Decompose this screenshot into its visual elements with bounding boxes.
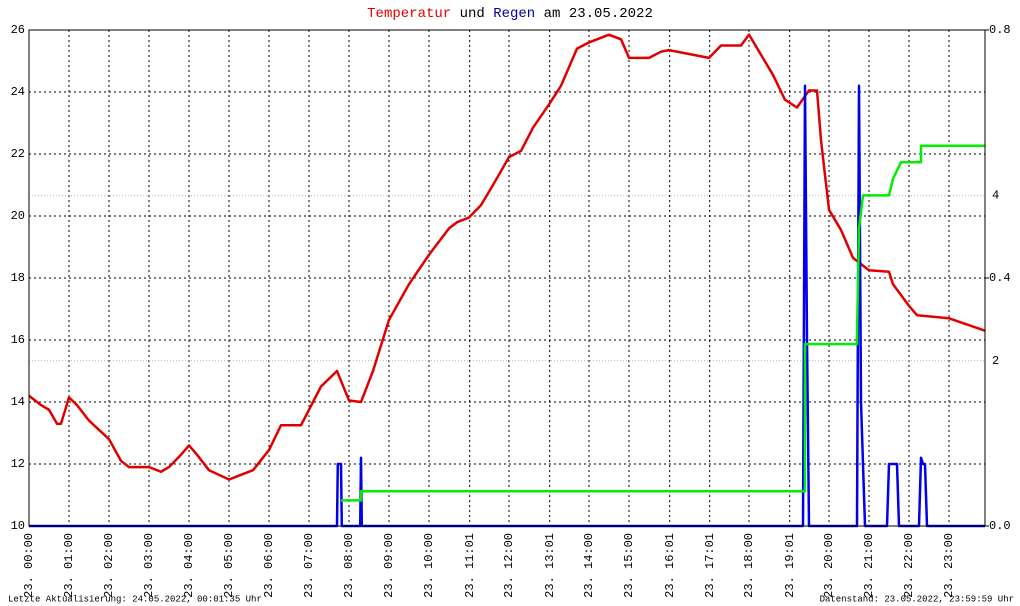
x-tick-label: 23. 08:00 — [342, 533, 356, 598]
x-tick-label: 23. 19:01 — [783, 533, 797, 598]
x-tick-label: 23. 11:01 — [463, 533, 477, 598]
x-tick-label: 23. 20:00 — [822, 533, 836, 598]
x-tick-label: 23. 22:00 — [902, 533, 916, 598]
y2-tick-label: 0.4 — [989, 271, 1011, 285]
y-tick-label: 16 — [11, 333, 25, 347]
x-tick-label: 23. 15:00 — [622, 533, 636, 598]
x-tick-label: 23. 16:01 — [663, 533, 677, 598]
title-part: Regen — [493, 6, 535, 22]
x-tick-label: 23. 23:00 — [942, 533, 956, 598]
y-tick-label: 22 — [11, 147, 25, 161]
title-part: und — [460, 6, 485, 22]
y-tick-label: 20 — [11, 209, 25, 223]
series-line — [341, 144, 985, 502]
y-tick-label: 12 — [11, 457, 25, 471]
x-tick-label: 23. 12:00 — [502, 533, 516, 598]
title-part: Temperatur — [367, 6, 451, 22]
x-tick-label: 23. 18:00 — [742, 533, 756, 598]
chart-title: Temperatur und Regen am 23.05.2022 — [367, 6, 653, 22]
x-tick-label: 23. 05:00 — [222, 533, 236, 598]
footer-left: Letzte Aktualisierung: 24.05.2022, 00:01… — [8, 594, 262, 604]
x-tick-label: 23. 10:00 — [422, 533, 436, 598]
y-tick-label: 18 — [11, 271, 25, 285]
title-part: am 23.05.2022 — [544, 6, 653, 22]
x-tick-label: 23. 14:00 — [582, 533, 596, 598]
x-tick-label: 23. 02:00 — [102, 533, 116, 598]
y-tick-label: 14 — [11, 395, 25, 409]
x-tick-label: 23. 01:00 — [62, 533, 76, 598]
y-tick-label: 24 — [11, 85, 25, 99]
x-tick-label: 23. 06:00 — [262, 533, 276, 598]
x-tick-label: 23. 21:00 — [862, 533, 876, 598]
series-line — [28, 33, 986, 481]
y3-tick-label: 2 — [992, 354, 999, 368]
y-tick-label: 26 — [11, 23, 25, 37]
footer-right: Datenstand: 23.05.2022, 23:59:59 Uhr — [820, 594, 1014, 604]
x-tick-label: 23. 17:01 — [703, 533, 717, 598]
x-tick-label: 23. 13:01 — [543, 533, 557, 598]
y3-tick-label: 4 — [992, 189, 999, 203]
x-tick-label: 23. 03:00 — [142, 533, 156, 598]
y2-tick-label: 0.8 — [989, 23, 1011, 37]
x-tick-label: 23. 07:00 — [302, 533, 316, 598]
series-line — [29, 84, 985, 528]
x-tick-label: 23. 04:00 — [182, 533, 196, 598]
y2-tick-label: 0.0 — [989, 519, 1011, 533]
x-tick-label: 23. 09:00 — [382, 533, 396, 598]
x-tick-label: 23. 00:00 — [22, 533, 36, 598]
y-tick-label: 10 — [11, 519, 25, 533]
